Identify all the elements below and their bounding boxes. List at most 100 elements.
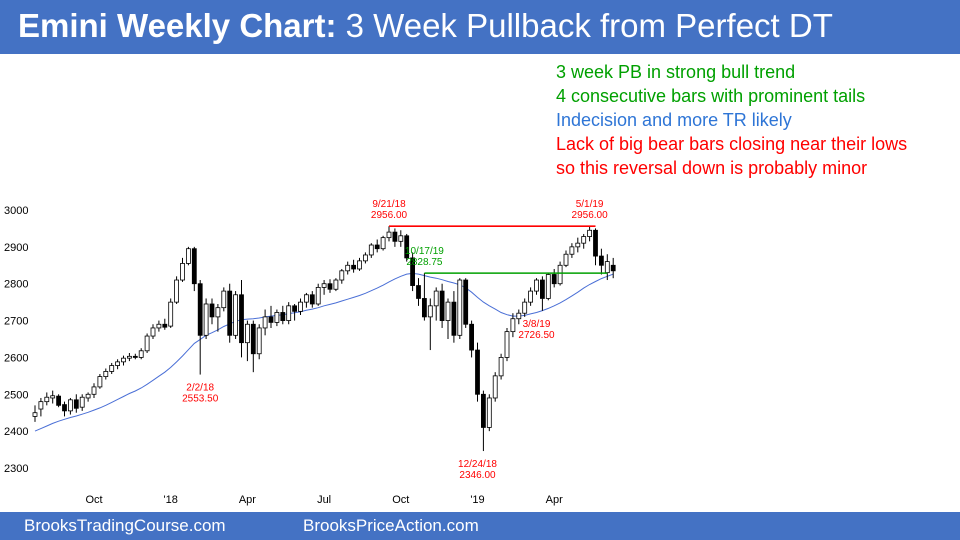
candle-body — [475, 349, 480, 395]
footer-left-site: BrooksTradingCourse.com — [24, 516, 226, 535]
candle-body — [191, 248, 197, 285]
candle-body — [610, 264, 616, 272]
annotation-price: 2346.00 — [459, 470, 496, 481]
candle-body — [32, 412, 38, 417]
x-tick-label: '18 — [164, 494, 178, 506]
candle-body — [439, 290, 445, 321]
candle-body — [280, 312, 286, 321]
candle-body — [162, 323, 168, 328]
candle-body — [404, 235, 410, 259]
candle-body — [298, 301, 303, 312]
candle-body — [268, 316, 274, 323]
x-tick-label: Apr — [546, 494, 563, 506]
candle-body — [244, 323, 250, 344]
annotation-date: 12/24/18 — [458, 459, 497, 470]
candle-body — [498, 357, 504, 377]
candle-body — [239, 294, 244, 344]
annotation-price: 2828.75 — [406, 257, 443, 268]
candle-body — [103, 371, 109, 377]
x-tick-label: Oct — [392, 494, 409, 506]
y-tick-label: 3000 — [4, 205, 28, 217]
candle-body — [575, 242, 581, 248]
candle-body — [445, 301, 451, 321]
x-tick-label: '19 — [470, 494, 484, 506]
candle-body — [50, 395, 56, 399]
candle-body — [374, 244, 380, 250]
candle-body — [599, 255, 604, 266]
note-line: so this reversal down is probably minor — [556, 158, 868, 178]
candle-body — [528, 290, 533, 303]
annotation-date: 5/1/19 — [576, 199, 604, 210]
x-tick-label: Jul — [317, 494, 331, 506]
chart-title-bold: Emini Weekly Chart: — [18, 7, 337, 44]
candle-body — [416, 285, 421, 299]
candlestick-chart: 3000 2900 2800 2700 2600 2500 2400 2300 Oct '18 Ap… — [4, 199, 616, 506]
candle-body — [138, 350, 144, 358]
candle-body — [410, 257, 416, 286]
candle-body — [563, 253, 569, 266]
footer-bar: BrooksTradingCourse.com BrooksPriceActio… — [0, 512, 960, 540]
candle-body — [368, 244, 374, 256]
candle-body — [457, 279, 463, 336]
candle-body — [156, 323, 162, 329]
candle-body — [427, 305, 433, 318]
candle-body — [486, 397, 492, 428]
candle-body — [174, 279, 180, 303]
candle-body — [522, 301, 528, 314]
candle-body — [203, 303, 209, 336]
candle-body — [569, 246, 575, 255]
annotation-price: 2956.00 — [572, 210, 609, 221]
candle-body — [150, 327, 156, 337]
candle-body — [97, 376, 103, 388]
candle-body — [144, 335, 150, 352]
candle-body — [581, 236, 587, 244]
candle-body — [292, 305, 298, 312]
candle-body — [256, 327, 262, 355]
annotation-price: 2956.00 — [371, 210, 408, 221]
candle-body — [433, 290, 439, 307]
candle-body — [85, 393, 91, 399]
candle-body — [351, 264, 357, 270]
note-line: Indecision and more TR likely — [556, 110, 792, 130]
annotation-date: 10/17/19 — [405, 246, 444, 257]
candle-body — [492, 375, 498, 399]
candle-body — [463, 279, 469, 325]
candle-body — [593, 229, 598, 257]
y-tick-label: 2700 — [4, 316, 28, 328]
candle-body — [262, 316, 268, 329]
note-line: 4 consecutive bars with prominent tails — [556, 86, 866, 106]
candle-body — [68, 399, 73, 412]
y-tick-label: 2500 — [4, 389, 28, 401]
candle-body — [392, 231, 398, 242]
candle-body — [197, 283, 203, 336]
candle-body — [185, 248, 191, 264]
title-bar: Emini Weekly Chart: 3 Week Pullback from… — [0, 0, 960, 54]
chart-title: Emini Weekly Chart: 3 Week Pullback from… — [18, 6, 833, 46]
y-tick-label: 2600 — [4, 352, 28, 364]
candle-body — [38, 401, 44, 410]
candle-body — [398, 235, 404, 242]
candle-body — [233, 294, 239, 336]
annotation-price: 2553.50 — [182, 394, 219, 405]
candle-body — [79, 396, 85, 408]
candle-body — [250, 323, 256, 355]
annotation-date: 9/21/18 — [372, 199, 406, 210]
x-tick-label: Apr — [239, 494, 256, 506]
candle-body — [339, 270, 345, 281]
candle-body — [315, 286, 321, 305]
candle-body — [221, 290, 227, 309]
moving-average-line — [34, 272, 614, 432]
candle-body — [421, 298, 427, 318]
candle-body — [209, 303, 215, 318]
candle-body — [309, 294, 315, 305]
candle-body — [327, 283, 333, 290]
candle-body — [303, 294, 309, 303]
candle-body — [227, 290, 233, 336]
candle-body — [380, 237, 386, 250]
candle-body — [362, 254, 368, 262]
candle-body — [480, 393, 486, 428]
candle-body — [121, 357, 126, 363]
y-tick-label: 2400 — [4, 426, 28, 438]
candle-body — [333, 279, 339, 290]
candle-body — [451, 301, 457, 336]
